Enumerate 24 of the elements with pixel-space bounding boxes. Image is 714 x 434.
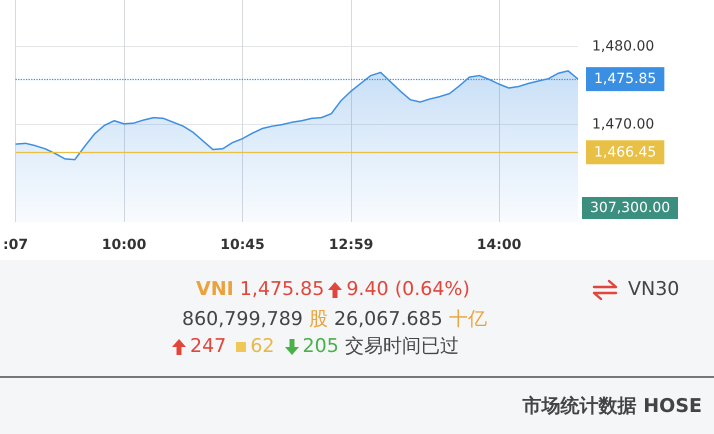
text: 1,475.85	[240, 278, 324, 300]
ref-line-label: 1,466.45	[594, 144, 656, 160]
text: 交易时间已过	[344, 335, 459, 357]
y-tick-label: 1,470.00	[592, 116, 654, 133]
text: 247	[190, 335, 226, 357]
ref-line-label: 1,475.85	[594, 71, 656, 88]
text: 26,067.685	[334, 308, 443, 330]
text: 307,300.00	[582, 197, 678, 219]
text: 十亿	[448, 308, 487, 330]
y-tick-label: 1,480.00	[592, 38, 654, 55]
text: 62	[250, 335, 274, 357]
text: 市场统计数据 HOSE	[522, 394, 702, 419]
text: (0.64%)	[394, 278, 470, 300]
x-tick-label: 12:59	[328, 237, 374, 253]
text: 9.40	[346, 278, 389, 300]
text: 股	[308, 308, 328, 330]
x-tick-label: :07	[2, 237, 28, 253]
text: 860,799,789	[182, 308, 303, 330]
x-tick-label: 10:00	[102, 237, 147, 253]
x-tick-label: 10:45	[220, 237, 265, 253]
text: VN30	[628, 278, 680, 300]
text: VNI	[196, 278, 234, 300]
x-tick-label: 14:00	[476, 237, 522, 253]
text: 205	[302, 335, 339, 357]
